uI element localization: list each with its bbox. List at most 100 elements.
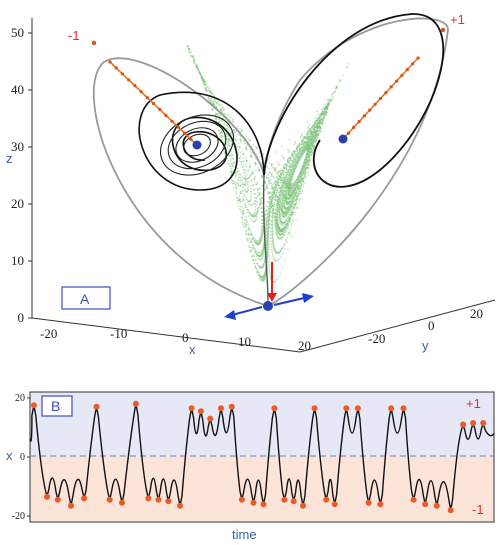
attractor-point — [287, 188, 290, 191]
attractor-point — [213, 98, 216, 101]
attractor-point — [281, 204, 283, 207]
attractor-point — [288, 193, 290, 196]
attractor-point — [267, 167, 270, 170]
attractor-point — [317, 122, 320, 124]
attractor-point — [292, 211, 295, 214]
attractor-point — [310, 138, 313, 141]
attractor-point — [290, 172, 293, 175]
attractor-point — [226, 162, 229, 165]
attractor-point — [290, 193, 292, 196]
y-tick-label: 20 — [470, 306, 483, 321]
attractor-point — [288, 178, 291, 181]
attractor-point — [300, 192, 302, 195]
attractor-point — [221, 132, 224, 134]
attractor-point — [307, 141, 310, 144]
attractor-point — [310, 140, 313, 143]
attractor-point — [281, 202, 283, 205]
attractor-point — [302, 151, 305, 153]
attractor-point — [327, 102, 330, 105]
attractor-point — [319, 120, 322, 122]
attractor-point — [277, 187, 280, 190]
peak-marker — [480, 420, 487, 426]
peak-marker — [470, 420, 477, 426]
attractor-point — [302, 166, 304, 169]
peak-marker — [410, 496, 417, 503]
attractor-point — [331, 98, 334, 100]
attractor-point — [251, 171, 254, 174]
attractor-point — [287, 180, 290, 183]
attractor-point — [237, 205, 240, 207]
attractor-point — [200, 75, 203, 78]
attractor-point — [253, 240, 256, 243]
attractor-point — [295, 194, 298, 197]
peak-marker — [354, 405, 361, 412]
attractor-point — [268, 213, 271, 216]
attractor-point — [269, 209, 272, 212]
attractor-point — [305, 155, 308, 157]
attractor-point — [319, 114, 322, 116]
attractor-point — [259, 156, 261, 158]
attractor-point — [303, 177, 306, 180]
attractor-point — [283, 214, 286, 216]
attractor-point — [299, 156, 302, 159]
z-tick-label: 40 — [11, 82, 24, 97]
attractor-point — [288, 183, 291, 186]
attractor-point — [332, 91, 335, 94]
attractor-point — [294, 194, 297, 197]
attractor-point — [311, 130, 313, 133]
attractor-point — [275, 184, 278, 186]
attractor-point — [276, 178, 279, 181]
attractor-point — [255, 242, 258, 244]
attractor-point — [317, 132, 320, 135]
attractor-point — [311, 133, 314, 135]
attractor-point — [296, 181, 299, 184]
attractor-point — [289, 174, 292, 177]
attractor-point — [245, 230, 248, 232]
attractor-point — [279, 207, 282, 209]
attractor-point — [234, 181, 237, 184]
attractor-point — [287, 191, 290, 194]
attractor-point — [296, 178, 299, 180]
attractor-point — [293, 158, 295, 161]
attractor-point — [199, 72, 201, 75]
attractor-point — [306, 145, 309, 148]
attractor-point — [300, 198, 303, 201]
attractor-point — [266, 240, 269, 243]
attractor-point — [262, 253, 265, 256]
attractor-point — [271, 232, 274, 235]
attractor-point — [283, 233, 286, 236]
attractor-point — [264, 172, 267, 175]
attractor-point — [210, 90, 212, 92]
attractor-point — [299, 175, 302, 177]
attractor-point — [275, 209, 277, 211]
attractor-point — [324, 107, 327, 110]
attractor-point — [314, 134, 317, 137]
attractor-point — [278, 193, 281, 196]
y-tick-label: -20 — [368, 331, 385, 346]
attractor-point — [282, 244, 285, 247]
attractor-point — [261, 211, 263, 213]
attractor-point — [256, 211, 259, 214]
attractor-point — [315, 138, 318, 141]
attractor-point — [302, 176, 305, 179]
attractor-point — [309, 150, 311, 153]
attractor-point — [283, 182, 286, 185]
attractor-point — [214, 101, 217, 103]
x-tick-label: 0 — [182, 330, 189, 345]
attractor-point — [308, 135, 310, 138]
attractor-point — [289, 211, 292, 214]
attractor-point — [250, 233, 253, 236]
attractor-point — [265, 225, 268, 227]
attractor-point — [298, 158, 301, 160]
attractor-point — [266, 184, 268, 187]
attractor-point — [321, 111, 324, 114]
attractor-point — [271, 227, 274, 229]
attractor-point — [283, 198, 285, 201]
attractor-point — [280, 229, 283, 232]
attractor-point — [291, 173, 294, 176]
unstable-point — [127, 78, 131, 82]
attractor-point — [261, 222, 264, 225]
attractor-point — [295, 180, 298, 183]
attractor-point — [314, 131, 317, 133]
attractor-point — [273, 191, 276, 193]
